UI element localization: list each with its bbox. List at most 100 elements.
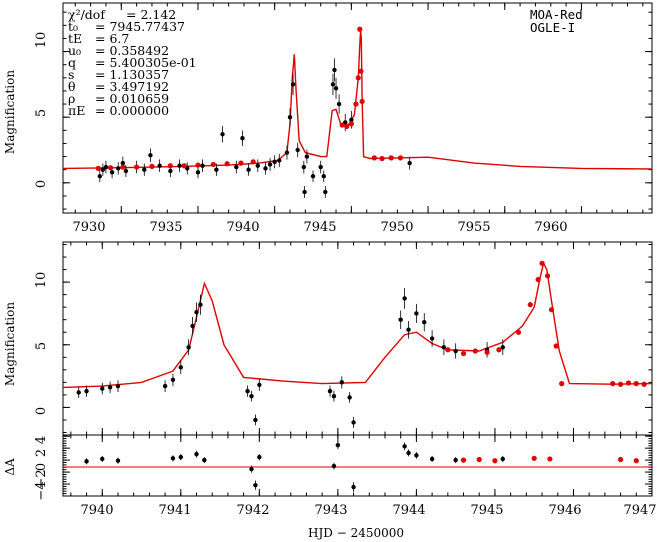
bottom-moa-point <box>245 388 250 394</box>
top-panel-frame <box>62 2 653 214</box>
top-ogle-point <box>224 161 230 167</box>
residual-panel-frame <box>62 434 653 497</box>
top-moa-point <box>277 158 282 163</box>
bottom-ogle-point <box>472 348 478 354</box>
top-y-tick-label: 0 <box>34 180 49 188</box>
residual-x-tick-label: 7946 <box>548 503 581 518</box>
residual-ogle-point <box>460 457 467 463</box>
top-moa-point <box>407 160 412 166</box>
top-moa-point <box>100 167 106 172</box>
top-moa-point <box>97 174 103 179</box>
residual-x-tick-label: 7942 <box>236 503 269 518</box>
bottom-moa-point <box>347 395 352 400</box>
top-moa-point <box>116 166 121 171</box>
bottom-moa-point <box>107 385 113 390</box>
top-panel: 7930 7935 7940 7945 7950 7955 7960 0 5 1… <box>3 2 653 235</box>
bottom-moa-point <box>249 393 254 399</box>
bottom-moa-point <box>402 296 407 301</box>
top-ogle-point <box>348 121 354 127</box>
top-ogle-point <box>353 101 359 107</box>
top-moa-point <box>123 168 129 174</box>
residual-moa-point <box>429 456 435 462</box>
top-ogle-point <box>371 155 377 161</box>
param-value: = 6.7 <box>95 31 129 46</box>
param-name: t₀ <box>68 19 78 34</box>
residual-moa-point <box>100 456 105 462</box>
bottom-moa-point <box>429 336 435 341</box>
top-moa-point <box>336 101 342 107</box>
bottom-panel-points <box>76 260 647 429</box>
top-ogle-point <box>149 163 155 170</box>
bottom-moa-point <box>100 386 105 391</box>
top-moa-point <box>295 147 300 153</box>
residual-panel-points <box>84 441 639 492</box>
bottom-ogle-point <box>617 381 624 387</box>
bottom-ogle-point <box>535 276 541 283</box>
top-moa-point <box>267 162 273 167</box>
legend: MOA-Red OGLE-I <box>530 7 583 35</box>
residual-moa-point <box>115 458 121 463</box>
bottom-moa-point <box>186 345 191 350</box>
bottom-moa-point <box>198 302 203 307</box>
residual-moa-point <box>194 451 199 457</box>
top-moa-point <box>272 159 277 165</box>
bottom-moa-point <box>115 383 121 389</box>
top-moa-point <box>301 164 307 170</box>
top-ogle-point <box>250 159 256 165</box>
top-x-tick-label: 7940 <box>226 220 259 235</box>
residual-y-tick-labels: −4 −2 0 2 4 <box>34 436 49 501</box>
param-value: = 5.400305e-01 <box>95 55 197 70</box>
top-ogle-point <box>195 162 201 168</box>
bottom-y-tick-label: 10 <box>34 272 49 289</box>
top-ogle-point <box>397 155 404 161</box>
top-x-tick-label: 7960 <box>534 220 567 235</box>
top-moa-point <box>220 132 225 137</box>
param-name: tE <box>68 31 82 46</box>
param-value: = 0.358492 <box>95 43 169 58</box>
bottom-y-axis-title: Magnification <box>3 302 17 386</box>
param-name: u₀ <box>68 43 81 58</box>
bottom-moa-point <box>422 320 427 325</box>
top-moa-point <box>200 163 205 168</box>
residual-moa-point <box>178 454 183 460</box>
top-moa-point <box>120 160 126 166</box>
top-moa-point <box>109 170 115 175</box>
residual-y-tick-label: 4 <box>34 436 49 444</box>
bottom-ogle-point <box>610 381 616 387</box>
top-x-tick-label: 7935 <box>149 220 182 235</box>
residual-moa-point <box>351 484 356 490</box>
param-value: = 7945.77437 <box>95 19 185 34</box>
bottom-y-tick-label: 5 <box>34 342 49 350</box>
residual-panel: −4 −2 0 2 4 ΔA 7940 7941 7942 7943 7944 … <box>3 434 657 540</box>
residual-moa-point <box>331 463 337 469</box>
bottom-moa-point <box>178 365 183 370</box>
residual-ogle-point <box>492 458 498 464</box>
top-moa-point <box>287 114 293 120</box>
bottom-ogle-point <box>544 273 551 279</box>
bottom-panel-ticks <box>63 242 653 435</box>
top-moa-point <box>321 174 326 179</box>
residual-x-tick-label: 7945 <box>470 503 503 518</box>
top-panel-model <box>62 30 653 170</box>
param-name: q <box>68 55 76 70</box>
top-ogle-point <box>344 123 350 129</box>
bottom-ogle-point <box>515 329 522 335</box>
bottom-ogle-point <box>460 350 467 357</box>
bottom-ogle-point <box>641 381 647 387</box>
top-moa-point <box>302 189 307 195</box>
top-model-curve <box>62 30 653 170</box>
residual-x-tick-labels: 7940 7941 7942 7943 7944 7945 7946 7947 <box>80 503 656 518</box>
top-moa-point <box>157 163 162 168</box>
top-x-tick-label: 7945 <box>303 220 336 235</box>
residual-y-tick-label: −2 <box>34 469 49 488</box>
bottom-moa-point <box>351 420 356 425</box>
residual-ogle-point <box>547 456 553 462</box>
bottom-moa-point <box>441 345 447 350</box>
bottom-moa-point <box>406 327 411 332</box>
top-ogle-point <box>95 165 101 171</box>
top-ogle-point <box>359 98 365 105</box>
legend-entry-moa: MOA-Red <box>530 7 583 22</box>
param-value: = 0.000000 <box>95 103 169 118</box>
top-moa-point <box>195 170 201 175</box>
